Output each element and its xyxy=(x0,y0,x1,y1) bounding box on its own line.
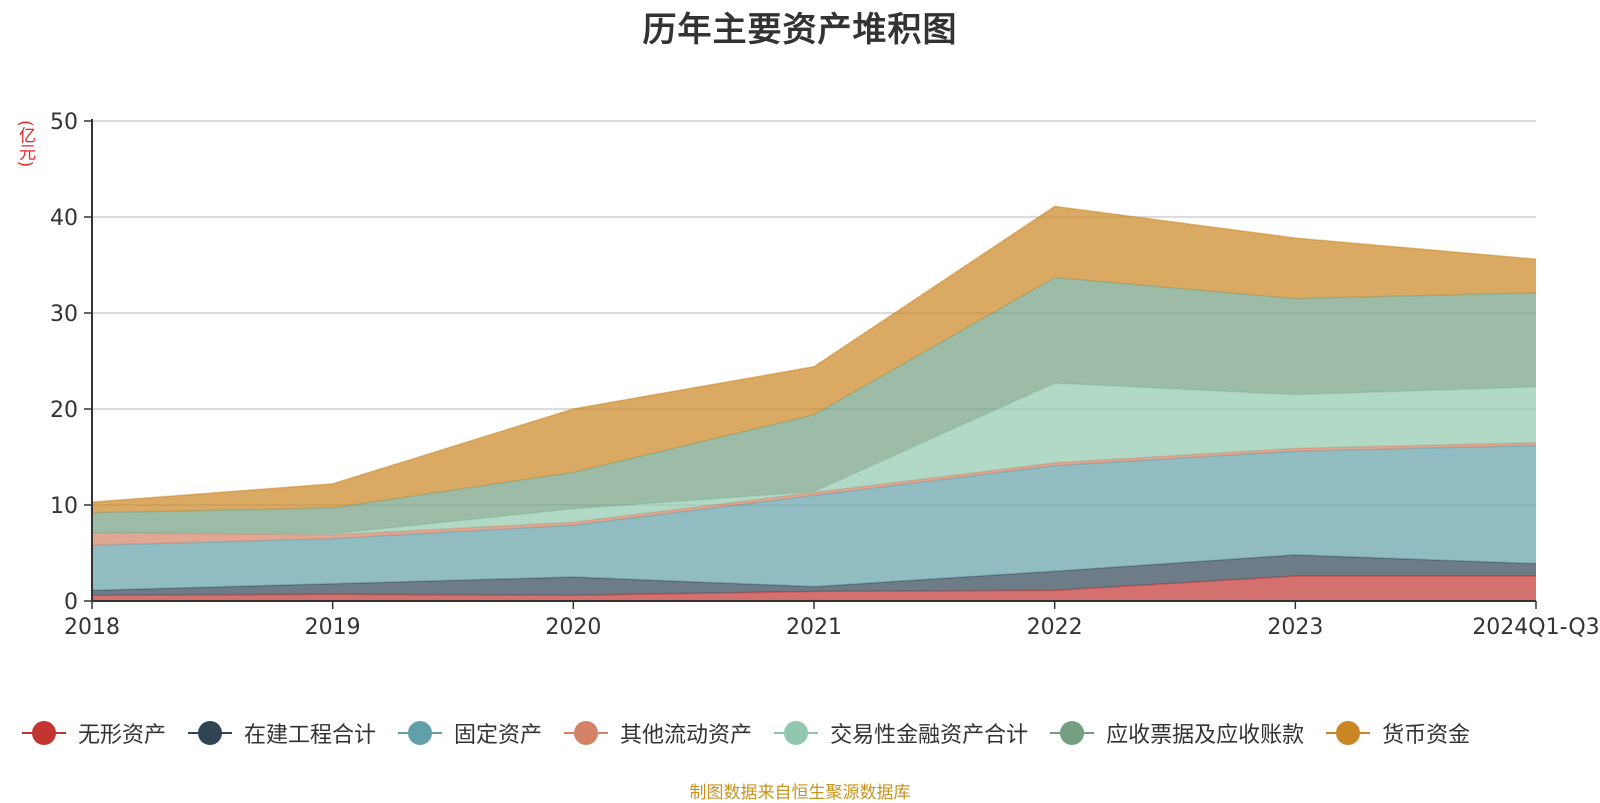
legend-marker-icon xyxy=(1326,720,1371,746)
area-series-2 xyxy=(92,445,1536,591)
y-tick-label-30: 30 xyxy=(50,302,78,327)
legend-item-5[interactable]: 应收票据及应收账款 xyxy=(1050,717,1304,749)
x-tick-label-4: 2022 xyxy=(1027,615,1083,640)
legend-label: 无形资产 xyxy=(78,723,167,748)
legend-item-1[interactable]: 在建工程合计 xyxy=(188,717,376,749)
y-tick-label-0: 0 xyxy=(64,590,78,615)
legend-marker-icon xyxy=(188,720,233,746)
legend-label: 固定资产 xyxy=(454,723,543,748)
legend-item-6[interactable]: 货币资金 xyxy=(1326,717,1470,749)
legend-item-0[interactable]: 无形资产 xyxy=(22,717,166,749)
y-axis-unit-label: (亿元) xyxy=(15,120,35,168)
legend-marker-icon xyxy=(22,720,66,746)
x-tick-label-2: 2020 xyxy=(545,615,601,640)
data-source-note: 制图数据来自恒生聚源数据库 xyxy=(689,783,911,803)
x-tick-label-0: 2018 xyxy=(64,615,120,640)
y-tick-label-50: 50 xyxy=(50,110,78,135)
legend: 无形资产 在建工程合计 固定资产 其他流动资产 交易性金融资产合计 应收票据及应收账款 货币… xyxy=(22,716,1600,750)
y-tick-label-20: 20 xyxy=(50,398,78,423)
axes: 0 10 20 30 40 50 2018 2019 2020 2021 2022 2023 2024Q… xyxy=(50,110,1600,640)
area-series-4 xyxy=(92,383,1536,535)
area-series-3 xyxy=(92,442,1536,546)
y-tick-label-10: 10 xyxy=(50,494,78,519)
y-tick-label-40: 40 xyxy=(50,206,78,231)
legend-marker-icon xyxy=(398,720,443,746)
legend-label: 货币资金 xyxy=(1382,723,1471,748)
legend-label: 应收票据及应收账款 xyxy=(1106,723,1305,748)
x-tick-label-1: 2019 xyxy=(305,615,361,640)
area-series-5 xyxy=(92,277,1536,534)
area-series-1 xyxy=(92,554,1536,596)
x-tick-label-6: 2024Q1-Q3 xyxy=(1472,615,1599,640)
legend-marker-icon xyxy=(1050,720,1095,746)
area-series-6 xyxy=(92,206,1536,513)
legend-label: 在建工程合计 xyxy=(244,723,377,748)
legend-marker-icon xyxy=(774,720,819,746)
series-line-6 xyxy=(91,205,1537,503)
chart-title: 历年主要资产堆积图 xyxy=(642,10,958,50)
legend-item-4[interactable]: 交易性金融资产合计 xyxy=(774,717,1028,749)
legend-item-2[interactable]: 固定资产 xyxy=(398,717,542,749)
x-tick-label-5: 2023 xyxy=(1267,615,1323,640)
legend-label: 其他流动资产 xyxy=(620,723,753,748)
area-series xyxy=(91,205,1537,601)
legend-label: 交易性金融资产合计 xyxy=(830,723,1029,748)
legend-marker-icon xyxy=(564,720,609,746)
legend-item-3[interactable]: 其他流动资产 xyxy=(564,717,752,749)
x-tick-label-3: 2021 xyxy=(786,615,842,640)
